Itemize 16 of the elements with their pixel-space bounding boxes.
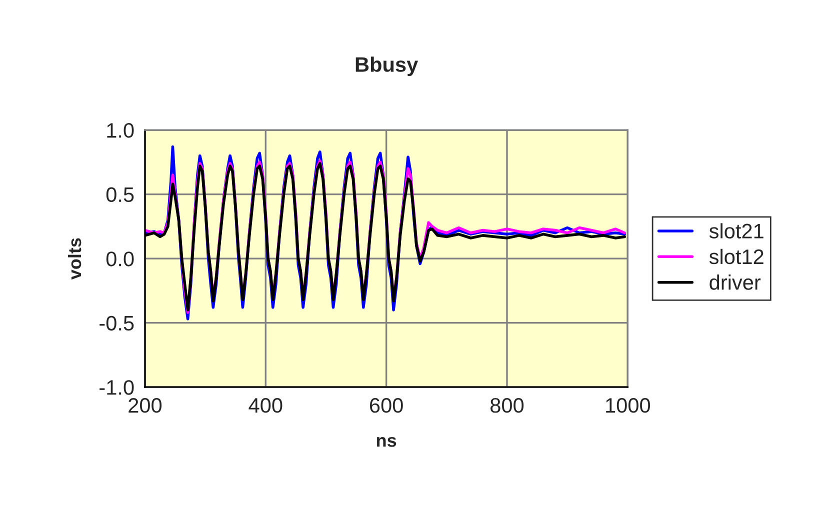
- legend-label: driver: [710, 274, 761, 290]
- x-tick-label: 1000: [606, 398, 650, 413]
- y-tick-label: 1.0: [107, 123, 134, 138]
- y-axis-title: volts: [68, 238, 82, 280]
- chart-title: Bbusy: [356, 56, 418, 76]
- x-tick-label: 800: [490, 398, 524, 413]
- x-tick-label: 400: [248, 398, 282, 413]
- y-tick-label: -1.0: [100, 380, 134, 395]
- x-axis-title: ns: [376, 436, 396, 447]
- x-tick-label: 200: [128, 398, 162, 413]
- y-tick-label: 0.5: [106, 187, 134, 202]
- legend-label: slot21: [709, 223, 764, 238]
- x-tick-label: 600: [370, 398, 403, 413]
- y-tick-label: -0.5: [100, 316, 134, 331]
- y-tick-label: 0.0: [106, 252, 134, 266]
- legend-label: slot12: [709, 248, 764, 264]
